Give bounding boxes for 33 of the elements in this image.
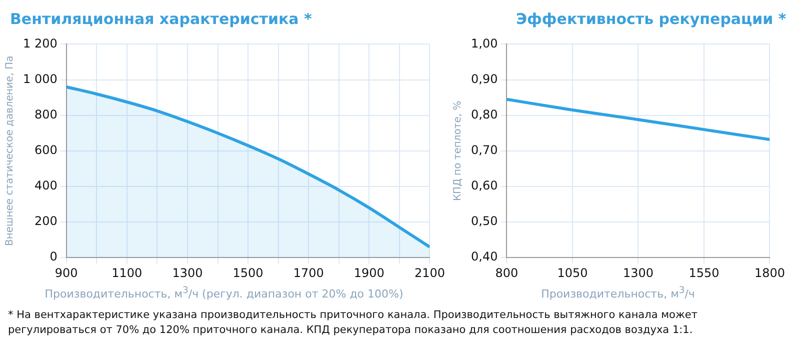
y-tick-label: 0,40: [471, 250, 498, 264]
x-tick-label: 900: [54, 266, 78, 280]
y-axis-title: КПД по теплоте, %: [452, 100, 464, 202]
x-tick-label: 1300: [622, 266, 654, 280]
y-tick-label: 200: [34, 214, 58, 228]
x-tick-label: 1800: [754, 266, 786, 280]
x-tick-label: 1300: [172, 266, 203, 280]
x-axis-title: Производительность, м$^{3}$/ч (регул. диапазон от 20% до 100%): [44, 285, 404, 301]
y-tick-label: 1 000: [22, 72, 58, 86]
y-tick-label: 600: [34, 143, 58, 158]
y-tick-label: 0,80: [471, 107, 498, 122]
x-tick-label: 1500: [232, 266, 264, 280]
y-tick-label: 1 200: [22, 36, 58, 50]
chart-title: Эффективность рекуперации *: [516, 10, 786, 28]
y-tick-label: 0,70: [471, 143, 498, 158]
x-tick-label: 1900: [354, 266, 384, 280]
y-axis-title: Внешнее статическое давление, Па: [4, 56, 16, 246]
y-tick-label: 1,00: [471, 36, 498, 50]
y-tick-label: 0,90: [471, 72, 498, 86]
x-tick-label: 1100: [112, 266, 142, 280]
y-tick-label: 400: [34, 178, 58, 193]
y-tick-label: 800: [34, 107, 58, 122]
y-tick-label: 0: [50, 250, 58, 264]
x-tick-label: 1700: [293, 266, 324, 280]
x-tick-label: 1550: [688, 266, 720, 280]
x-axis-title: Производительность, м$^{3}$/ч: [540, 285, 696, 301]
y-tick-label: 0,50: [471, 214, 498, 228]
text: * На вентхарактеристике указана производительность приточного канала. Производительность вытяжного канала может регулироваться от 70% до 120% приточного канала. КПД рекуператора показано для соотношения расходов воздуха 1:1.: [8, 308, 698, 338]
x-tick-label: 800: [495, 266, 518, 280]
x-tick-label: 1050: [557, 266, 588, 280]
x-tick-label: 2100: [414, 266, 446, 280]
y-tick-label: 0,60: [471, 178, 498, 193]
chart-title: Вентиляционная характеристика *: [10, 10, 312, 28]
